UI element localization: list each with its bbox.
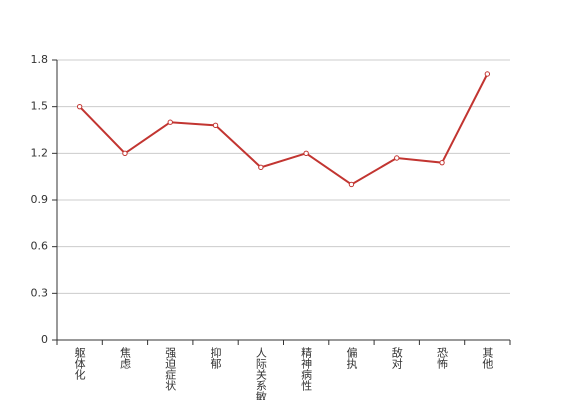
y-tick-label: 1.5 — [31, 100, 49, 113]
x-tick-label: 人际关系敏感 — [254, 347, 267, 400]
x-tick-label: 其他 — [481, 347, 494, 369]
y-tick-label: 1.2 — [31, 146, 49, 159]
point — [348, 181, 355, 188]
point — [122, 150, 128, 157]
x-tick-label: 焦虑 — [118, 347, 131, 369]
line — [78, 73, 489, 186]
y-tick-label: 0.6 — [31, 240, 49, 253]
point — [394, 155, 400, 161]
y-tick-label: 1.8 — [31, 53, 49, 66]
point — [484, 71, 491, 77]
point — [167, 119, 173, 125]
x-tick-label: 恐怖 — [436, 347, 449, 369]
x-tick-label: 精神病性 — [300, 347, 313, 392]
y-tick-label: 0 — [41, 333, 48, 346]
point — [76, 103, 83, 110]
y-tick-label: 0.3 — [31, 286, 49, 299]
x-tick-label: 偏执 — [345, 346, 358, 370]
point — [212, 122, 219, 129]
x-tick-label: 抑郁 — [209, 346, 222, 369]
point — [303, 150, 309, 157]
point — [258, 164, 264, 171]
x-tick-label: 强迫症状 — [164, 347, 177, 391]
x-tick-label: 躯体化 — [73, 347, 86, 381]
point — [439, 159, 445, 166]
x-tick-label: 敌对 — [390, 346, 403, 369]
y-tick-label: 0.9 — [31, 193, 49, 206]
